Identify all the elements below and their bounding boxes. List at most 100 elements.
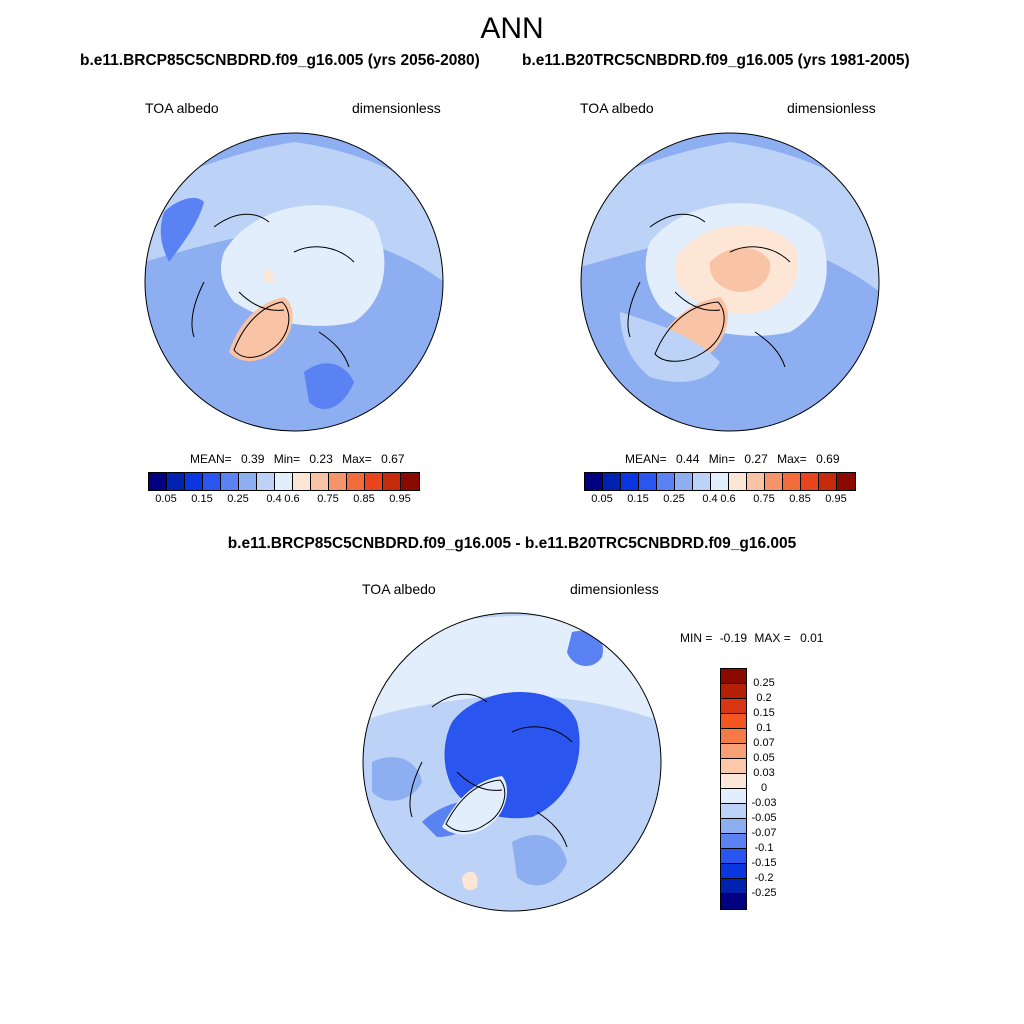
main-title: ANN: [480, 12, 544, 45]
left-colorbar-swatch: [401, 473, 419, 490]
diff-colorbar-swatch: [721, 669, 746, 684]
left-polar-map: [144, 132, 444, 432]
right-colorbar-swatch: [801, 473, 819, 490]
left-colorbar-swatch: [329, 473, 347, 490]
left-colorbar-swatch: [221, 473, 239, 490]
right-colorbar-swatch: [783, 473, 801, 490]
diff-colorbar-swatch: [721, 879, 746, 894]
right-colorbar-tick: 0.6: [720, 493, 736, 505]
right-colorbar-swatch: [765, 473, 783, 490]
left-colorbar-swatch: [185, 473, 203, 490]
diff-colorbar-swatch: [721, 714, 746, 729]
right-colorbar-tick: 0.75: [753, 493, 775, 505]
diff-units-label: dimensionless: [570, 581, 659, 597]
right-colorbar-tick: 0.25: [663, 493, 685, 505]
right-units-label: dimensionless: [787, 100, 876, 116]
diff-map-europe-patch: [512, 834, 567, 886]
left-colorbar-tick: 0.25: [227, 493, 249, 505]
left-colorbar-tick: 0.05: [155, 493, 177, 505]
right-map-greenland-coast: [654, 301, 725, 362]
left-colorbar-swatch: [239, 473, 257, 490]
left-case-title: b.e11.BRCP85C5CNBDRD.f09_g16.005 (yrs 20…: [80, 52, 480, 69]
left-map-greenland-coast: [233, 301, 290, 358]
diff-variable-label: TOA albedo: [362, 581, 436, 597]
left-map-coastlines: [191, 213, 355, 368]
right-max-value: 0.69: [816, 452, 840, 466]
right-map-arctic-core: [709, 247, 771, 292]
diff-colorbar-tick: 0.1: [756, 722, 772, 734]
right-colorbar-tick: 0.85: [789, 493, 811, 505]
diff-colorbar-tick: -0.1: [754, 842, 774, 854]
left-colorbar-tick: 0.85: [353, 493, 375, 505]
diff-colorbar-swatch: [721, 729, 746, 744]
diff-colorbar-tick: -0.07: [751, 827, 777, 839]
left-map-arctic-ocean: [221, 205, 385, 326]
diff-map-pacific-patch: [567, 630, 603, 667]
left-max-value: 0.67: [381, 452, 405, 466]
diff-colorbar-tick: 0.03: [753, 767, 775, 779]
diff-colorbar-swatch: [721, 864, 746, 879]
diff-colorbar-tick: 0.15: [753, 707, 775, 719]
left-mean-value: 0.39: [241, 452, 265, 466]
diff-colorbar-swatch: [721, 849, 746, 864]
left-variable-label: TOA albedo: [145, 100, 219, 116]
right-polar-map: [580, 132, 880, 432]
diff-colorbar-swatch: [721, 894, 746, 909]
right-mean-label: MEAN=: [625, 452, 667, 466]
right-mean-value: 0.44: [676, 452, 700, 466]
right-colorbar-swatch: [603, 473, 621, 490]
right-map-border: [580, 132, 880, 432]
left-colorbar-swatch: [257, 473, 275, 490]
diff-colorbar-tick: 0.05: [753, 752, 775, 764]
diff-map-border: [362, 612, 662, 912]
left-stats: MEAN= 0.39 Min= 0.23 Max= 0.67: [190, 452, 405, 466]
diff-colorbar-tick: -0.03: [751, 797, 777, 809]
left-min-value: 0.23: [309, 452, 333, 466]
right-colorbar-swatch: [711, 473, 729, 490]
diff-colorbar-swatch: [721, 699, 746, 714]
left-units-label: dimensionless: [352, 100, 441, 116]
left-map-europe-patch: [304, 363, 354, 410]
diff-max-value: 0.01: [800, 631, 824, 645]
diff-colorbar-tick: 0: [760, 782, 768, 794]
right-colorbar-swatch: [747, 473, 765, 490]
right-stats: MEAN= 0.44 Min= 0.27 Max= 0.69: [625, 452, 840, 466]
diff-colorbar-tick: -0.2: [754, 872, 774, 884]
left-colorbar-swatch: [167, 473, 185, 490]
left-map-border: [144, 132, 444, 432]
diff-max-label: MAX =: [754, 631, 791, 645]
left-colorbar-ticks: 0.05 0.15 0.25 0.4 0.6 0.75 0.85 0.95: [148, 493, 420, 507]
diff-colorbar-swatch: [721, 789, 746, 804]
right-colorbar-tick: 0.05: [591, 493, 613, 505]
right-colorbar: [584, 472, 856, 491]
right-map-labrador-patch: [620, 312, 720, 382]
left-colorbar-tick: 0.4: [266, 493, 282, 505]
left-colorbar-swatch: [383, 473, 401, 490]
diff-colorbar-tick: 0.25: [753, 677, 775, 689]
diff-colorbar-tick: 0.07: [753, 737, 775, 749]
diff-colorbar-swatch: [721, 834, 746, 849]
right-colorbar-swatch: [693, 473, 711, 490]
diff-colorbar-swatch: [721, 744, 746, 759]
diff-colorbar-swatch: [721, 804, 746, 819]
left-colorbar: [148, 472, 420, 491]
diff-colorbar-tick: -0.15: [751, 857, 777, 869]
left-map-pacific-patch: [160, 197, 204, 262]
left-colorbar-swatch: [365, 473, 383, 490]
left-colorbar-swatch: [347, 473, 365, 490]
right-min-value: 0.27: [744, 452, 768, 466]
right-colorbar-swatch: [585, 473, 603, 490]
right-min-label: Min=: [708, 452, 736, 466]
right-colorbar-tick: 0.15: [627, 493, 649, 505]
left-min-label: Min=: [273, 452, 301, 466]
diff-min-value: -0.19: [719, 631, 748, 645]
right-colorbar-swatch: [657, 473, 675, 490]
right-max-label: Max=: [777, 452, 807, 466]
right-colorbar-swatch: [729, 473, 747, 490]
diff-colorbar-tick: 0.2: [756, 692, 772, 704]
right-colorbar-ticks: 0.05 0.15 0.25 0.4 0.6 0.75 0.85 0.95: [584, 493, 856, 507]
diff-colorbar-ticks: 0.25 0.2 0.15 0.1 0.07 0.05 0.03 0 -0.03 -0.05 -0.…: [744, 668, 784, 910]
diff-polar-map: [362, 612, 662, 912]
left-colorbar-swatch: [275, 473, 293, 490]
diff-map-hudson-patch: [372, 757, 422, 801]
